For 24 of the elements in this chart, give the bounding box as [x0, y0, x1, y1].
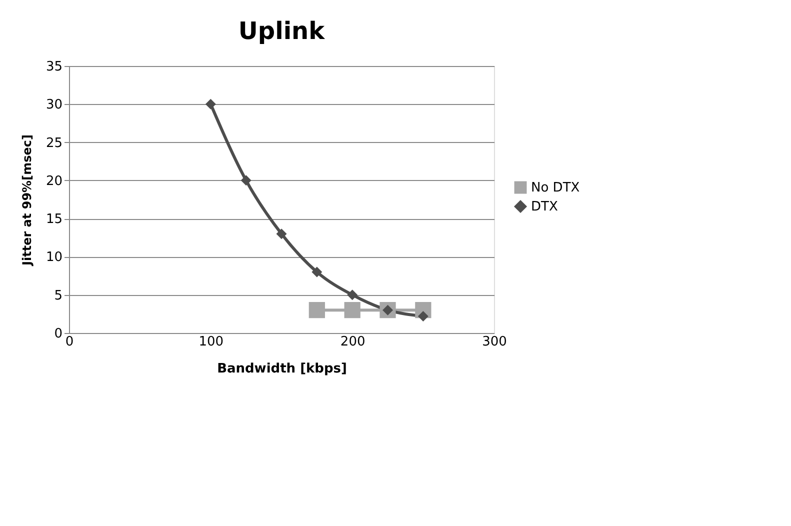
point — [205, 98, 216, 110]
point — [240, 175, 252, 186]
x-tick-label: 300 — [482, 334, 507, 350]
y-tick-label: 25 — [46, 136, 62, 151]
y-axis-title: Jitter at 99%[msec] — [20, 134, 34, 266]
legend-label: No DTX — [531, 180, 580, 196]
y-tick-label: 10 — [46, 250, 62, 266]
y-tick-label: 15 — [46, 212, 62, 228]
point — [347, 290, 358, 300]
point — [344, 302, 360, 318]
x-tick-label: 100 — [198, 334, 224, 350]
point — [418, 310, 428, 322]
x-axis-title: Bandwidth [kbps] — [217, 362, 347, 376]
x-tick-label: 0 — [65, 334, 74, 350]
chart-title: Uplink — [238, 17, 326, 45]
y-tick-label: 20 — [46, 174, 62, 189]
point — [308, 302, 325, 318]
legend-label: DTX — [531, 200, 558, 214]
y-tick-label: 30 — [46, 98, 62, 113]
x-tick-label: 200 — [340, 334, 366, 350]
y-tick-label: 5 — [54, 288, 62, 304]
point — [276, 228, 287, 240]
y-tick-label: 35 — [46, 60, 62, 74]
point — [312, 266, 322, 278]
